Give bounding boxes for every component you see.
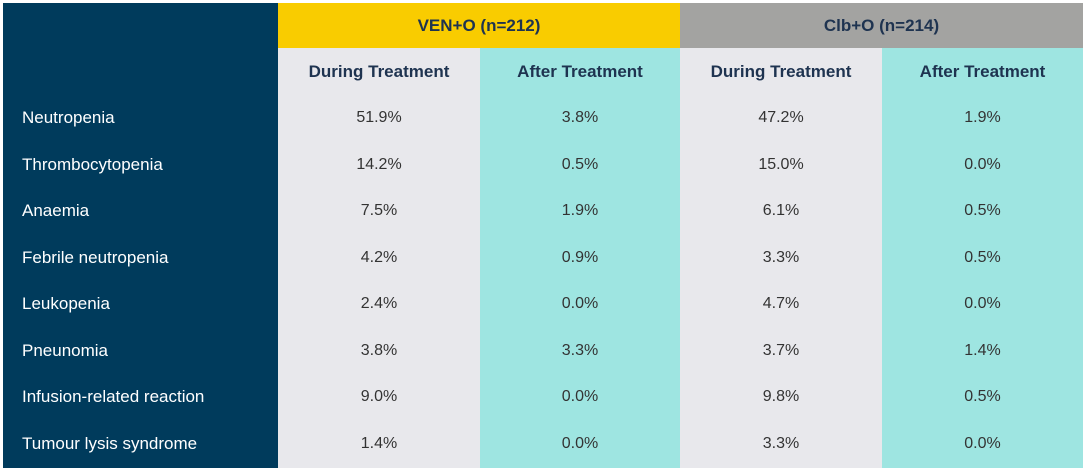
row-label: Leukopenia (22, 294, 110, 314)
row-label: Thrombocytopenia (22, 154, 163, 174)
cell-value: 0.0% (561, 388, 599, 406)
cell-value: 0.5% (964, 388, 1001, 406)
row-label: Pneunomia (22, 340, 109, 360)
column-header: During Treatment (710, 61, 852, 81)
cell-value: 3.8% (360, 341, 398, 359)
cell-value: 4.2% (360, 248, 398, 266)
row-label: Febrile neutropenia (22, 247, 169, 267)
cell-value: 0.0% (561, 295, 599, 313)
group-header: Clb+O (n=214) (680, 3, 1083, 48)
row-label: Anaemia (22, 201, 90, 221)
cell-value: 14.2% (356, 155, 402, 173)
cell-value: 3.7% (762, 341, 800, 359)
cell-value: 4.7% (762, 295, 800, 313)
cell-value: 3.3% (561, 341, 599, 359)
column-header: During Treatment (308, 61, 450, 81)
column-bg (3, 3, 278, 468)
cell-value: 0.0% (964, 295, 1001, 313)
column-bg (882, 48, 1083, 468)
cell-value: 3.3% (762, 248, 800, 266)
cell-value: 0.0% (964, 155, 1001, 173)
cell-value: 9.8% (762, 388, 800, 406)
column-header: After Treatment (919, 61, 1046, 81)
cell-value: 0.0% (964, 434, 1001, 452)
cell-value: 51.9% (356, 109, 402, 127)
cell-value: 0.9% (561, 248, 599, 266)
column-bg (480, 48, 680, 468)
cell-value: 0.0% (561, 434, 599, 452)
cell-value: 1.4% (964, 341, 1001, 359)
cell-value: 1.4% (360, 434, 398, 452)
cell-value: 0.5% (964, 202, 1001, 220)
cell-value: 3.3% (762, 434, 800, 452)
cell-value: 0.5% (561, 155, 599, 173)
cell-value: 1.9% (964, 109, 1001, 127)
cell-value: 9.0% (360, 388, 398, 406)
cell-value: 47.2% (758, 109, 804, 127)
group-header: VEN+O (n=212) (278, 3, 680, 48)
cell-value: 0.5% (964, 248, 1001, 266)
row-label: Neutropenia (22, 108, 115, 128)
row-label: Tumour lysis syndrome (22, 433, 198, 453)
table: VEN+O (n=212) During Treatment After Treat… (3, 3, 1083, 468)
cell-value: 3.8% (561, 109, 599, 127)
column-bg (680, 48, 882, 468)
cell-value: 7.5% (360, 202, 398, 220)
cell-value: 6.1% (762, 202, 800, 220)
cell-value: 15.0% (758, 155, 804, 173)
row-label: Infusion-related reaction (22, 387, 205, 407)
column-header: After Treatment (517, 61, 643, 81)
cell-value: 1.9% (561, 202, 599, 220)
column-bg (278, 48, 480, 468)
cell-value: 2.4% (360, 295, 398, 313)
